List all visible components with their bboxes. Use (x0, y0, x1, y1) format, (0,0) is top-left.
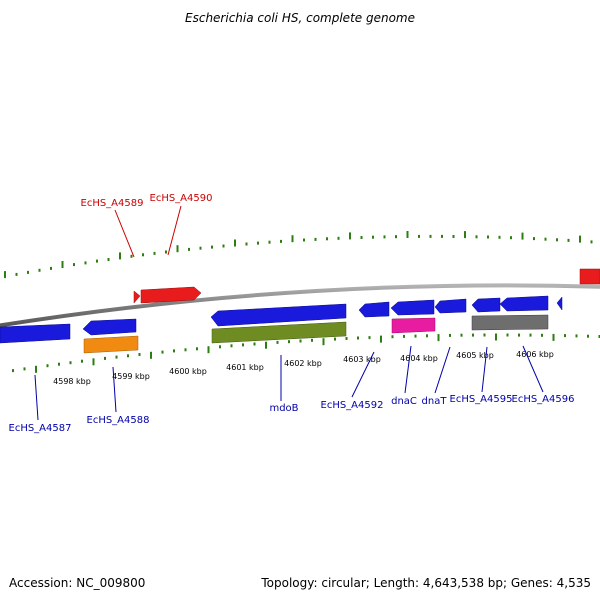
gene-dnaC[interactable] (390, 299, 435, 316)
label-EcHS_A4587[interactable]: EcHS_A4587 (9, 423, 72, 434)
gene-dnaT[interactable] (434, 298, 467, 314)
gene-labels: EcHS_A4589 EcHS_A4590 EcHS_A4587 EcHS_A4… (9, 193, 575, 434)
genome-backbone (0, 283, 600, 328)
label-EcHS_A4592[interactable]: EcHS_A4592 (321, 400, 384, 411)
label-dnaC[interactable]: dnaC (391, 396, 417, 407)
scale-label-4598: 4598 kbp (53, 377, 91, 386)
gene-partial-right[interactable] (556, 296, 563, 311)
scale-label-4600: 4600 kbp (169, 367, 207, 376)
gene-EcHS_A4589[interactable] (133, 290, 141, 304)
scale-label-4599: 4599 kbp (112, 372, 150, 381)
cds-EcHS_A4588[interactable] (83, 335, 139, 354)
outer-tick-ring (4, 231, 593, 279)
connector-EcHS_A4590 (167, 205, 182, 256)
label-EcHS_A4590[interactable]: EcHS_A4590 (150, 193, 213, 204)
inner-tick-ring (12, 333, 600, 373)
connector-EcHS_A4592 (351, 351, 375, 398)
label-EcHS_A4596[interactable]: EcHS_A4596 (512, 394, 575, 405)
scale-label-4605: 4605 kbp (456, 351, 494, 360)
connector-dnaC (404, 345, 412, 394)
scale-label-4604: 4604 kbp (400, 354, 438, 363)
connector-dnaT (434, 346, 451, 394)
gene-mdoB[interactable] (210, 303, 347, 327)
map-title: Escherichia coli HS, complete genome (185, 11, 415, 25)
gene-EcHS_A4595[interactable] (471, 297, 501, 313)
connector-EcHS_A4587 (34, 374, 39, 421)
gene-EcHS_A4596[interactable] (499, 295, 549, 312)
connector-EcHS_A4589 (114, 209, 135, 258)
gene-EcHS_A4588[interactable] (82, 318, 137, 336)
label-connectors (34, 205, 544, 421)
scale-labels: 4598 kbp 4599 kbp 4600 kbp 4601 kbp 4602… (53, 350, 554, 386)
gene-EcHS_A4590[interactable] (140, 286, 202, 304)
accession-text: Accession: NC_009800 (9, 576, 146, 590)
scale-label-4601: 4601 kbp (226, 363, 264, 372)
gene-EcHS_A4592[interactable] (358, 301, 390, 318)
feature-track (0, 268, 600, 354)
label-EcHS_A4595[interactable]: EcHS_A4595 (450, 394, 513, 405)
connector-EcHS_A4596 (522, 345, 544, 393)
gene-EcHS_A4587[interactable] (0, 323, 71, 344)
connector-EcHS_A4595 (481, 346, 488, 393)
cds-mdoB[interactable] (211, 321, 347, 344)
label-dnaT[interactable]: dnaT (422, 396, 448, 407)
label-EcHS_A4588[interactable]: EcHS_A4588 (87, 415, 150, 426)
connector-EcHS_A4588 (112, 366, 117, 413)
scale-label-4603: 4603 kbp (343, 355, 381, 364)
gene-forward-partial-right[interactable] (579, 268, 600, 285)
scale-label-4606: 4606 kbp (516, 350, 554, 359)
cds-dnaC[interactable] (391, 317, 436, 334)
label-EcHS_A4589[interactable]: EcHS_A4589 (81, 198, 144, 209)
label-mdoB[interactable]: mdoB (269, 403, 298, 414)
scale-label-4602: 4602 kbp (284, 359, 322, 368)
cds-EcHS_A4595-EcHS_A4596[interactable] (471, 314, 549, 331)
genome-summary-text: Topology: circular; Length: 4,643,538 bp… (261, 576, 591, 590)
